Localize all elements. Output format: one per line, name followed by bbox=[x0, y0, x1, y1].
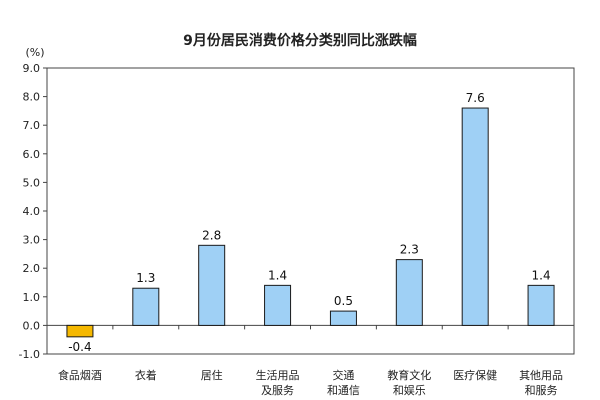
x-tick-label: 和服务 bbox=[525, 384, 558, 397]
y-tick-label: 4.0 bbox=[23, 205, 41, 218]
bar bbox=[329, 310, 357, 326]
x-tick-label: 交通 bbox=[332, 368, 354, 382]
y-tick-label: -1.0 bbox=[19, 348, 40, 361]
x-tick-label: 及服务 bbox=[261, 384, 294, 397]
y-tick-label: 5.0 bbox=[23, 176, 41, 189]
x-tick-label: 和娱乐 bbox=[393, 383, 426, 397]
data-label: 2.8 bbox=[202, 228, 221, 242]
bar bbox=[198, 244, 226, 326]
y-tick-label: 7.0 bbox=[23, 119, 41, 132]
x-tick-label: 居住 bbox=[201, 368, 223, 382]
y-tick-label: 9.0 bbox=[23, 62, 41, 75]
y-tick-label: 6.0 bbox=[23, 148, 41, 161]
y-tick-label: 0.0 bbox=[23, 319, 41, 332]
bar bbox=[66, 324, 94, 338]
x-tick-label: 其他用品 bbox=[519, 369, 563, 382]
chart-title: 9月份居民消费价格分类别同比涨跌幅 bbox=[183, 32, 417, 49]
y-axis: -1.0 0.0 1.0 2.0 3.0 4.0 5.0 6.0 7.0 8.0 9.0 bbox=[19, 62, 47, 361]
data-label: 1.4 bbox=[268, 268, 287, 282]
data-label: 1.3 bbox=[136, 271, 155, 285]
bar bbox=[132, 287, 160, 326]
bar bbox=[461, 107, 489, 326]
data-label: -0.4 bbox=[68, 340, 91, 354]
x-tick-label: 衣着 bbox=[135, 368, 157, 382]
y-tick-label: 1.0 bbox=[23, 291, 41, 304]
bars bbox=[66, 107, 555, 338]
bar bbox=[395, 259, 423, 326]
data-label: 7.6 bbox=[466, 91, 485, 105]
data-label: 2.3 bbox=[400, 243, 419, 257]
data-labels: -0.4 1.3 2.8 1.4 0.5 2.3 7.6 1.4 bbox=[68, 91, 550, 354]
y-tick-label: 2.0 bbox=[23, 262, 41, 275]
data-label: 1.4 bbox=[532, 268, 551, 282]
x-tick-label: 和通信 bbox=[327, 384, 360, 397]
y-tick-label: 3.0 bbox=[23, 234, 41, 247]
x-tick-label: 生活用品 bbox=[256, 368, 300, 382]
bar bbox=[527, 284, 555, 326]
data-label: 0.5 bbox=[334, 294, 353, 308]
x-tick-label: 教育文化 bbox=[387, 368, 431, 382]
x-tick-label: 食品烟酒 bbox=[58, 368, 102, 382]
y-tick-label: 8.0 bbox=[23, 91, 41, 104]
bar bbox=[264, 284, 292, 326]
x-tick-label: 医疗保健 bbox=[453, 368, 497, 382]
y-axis-unit: (%) bbox=[25, 46, 44, 59]
plot-frame bbox=[46, 67, 575, 355]
